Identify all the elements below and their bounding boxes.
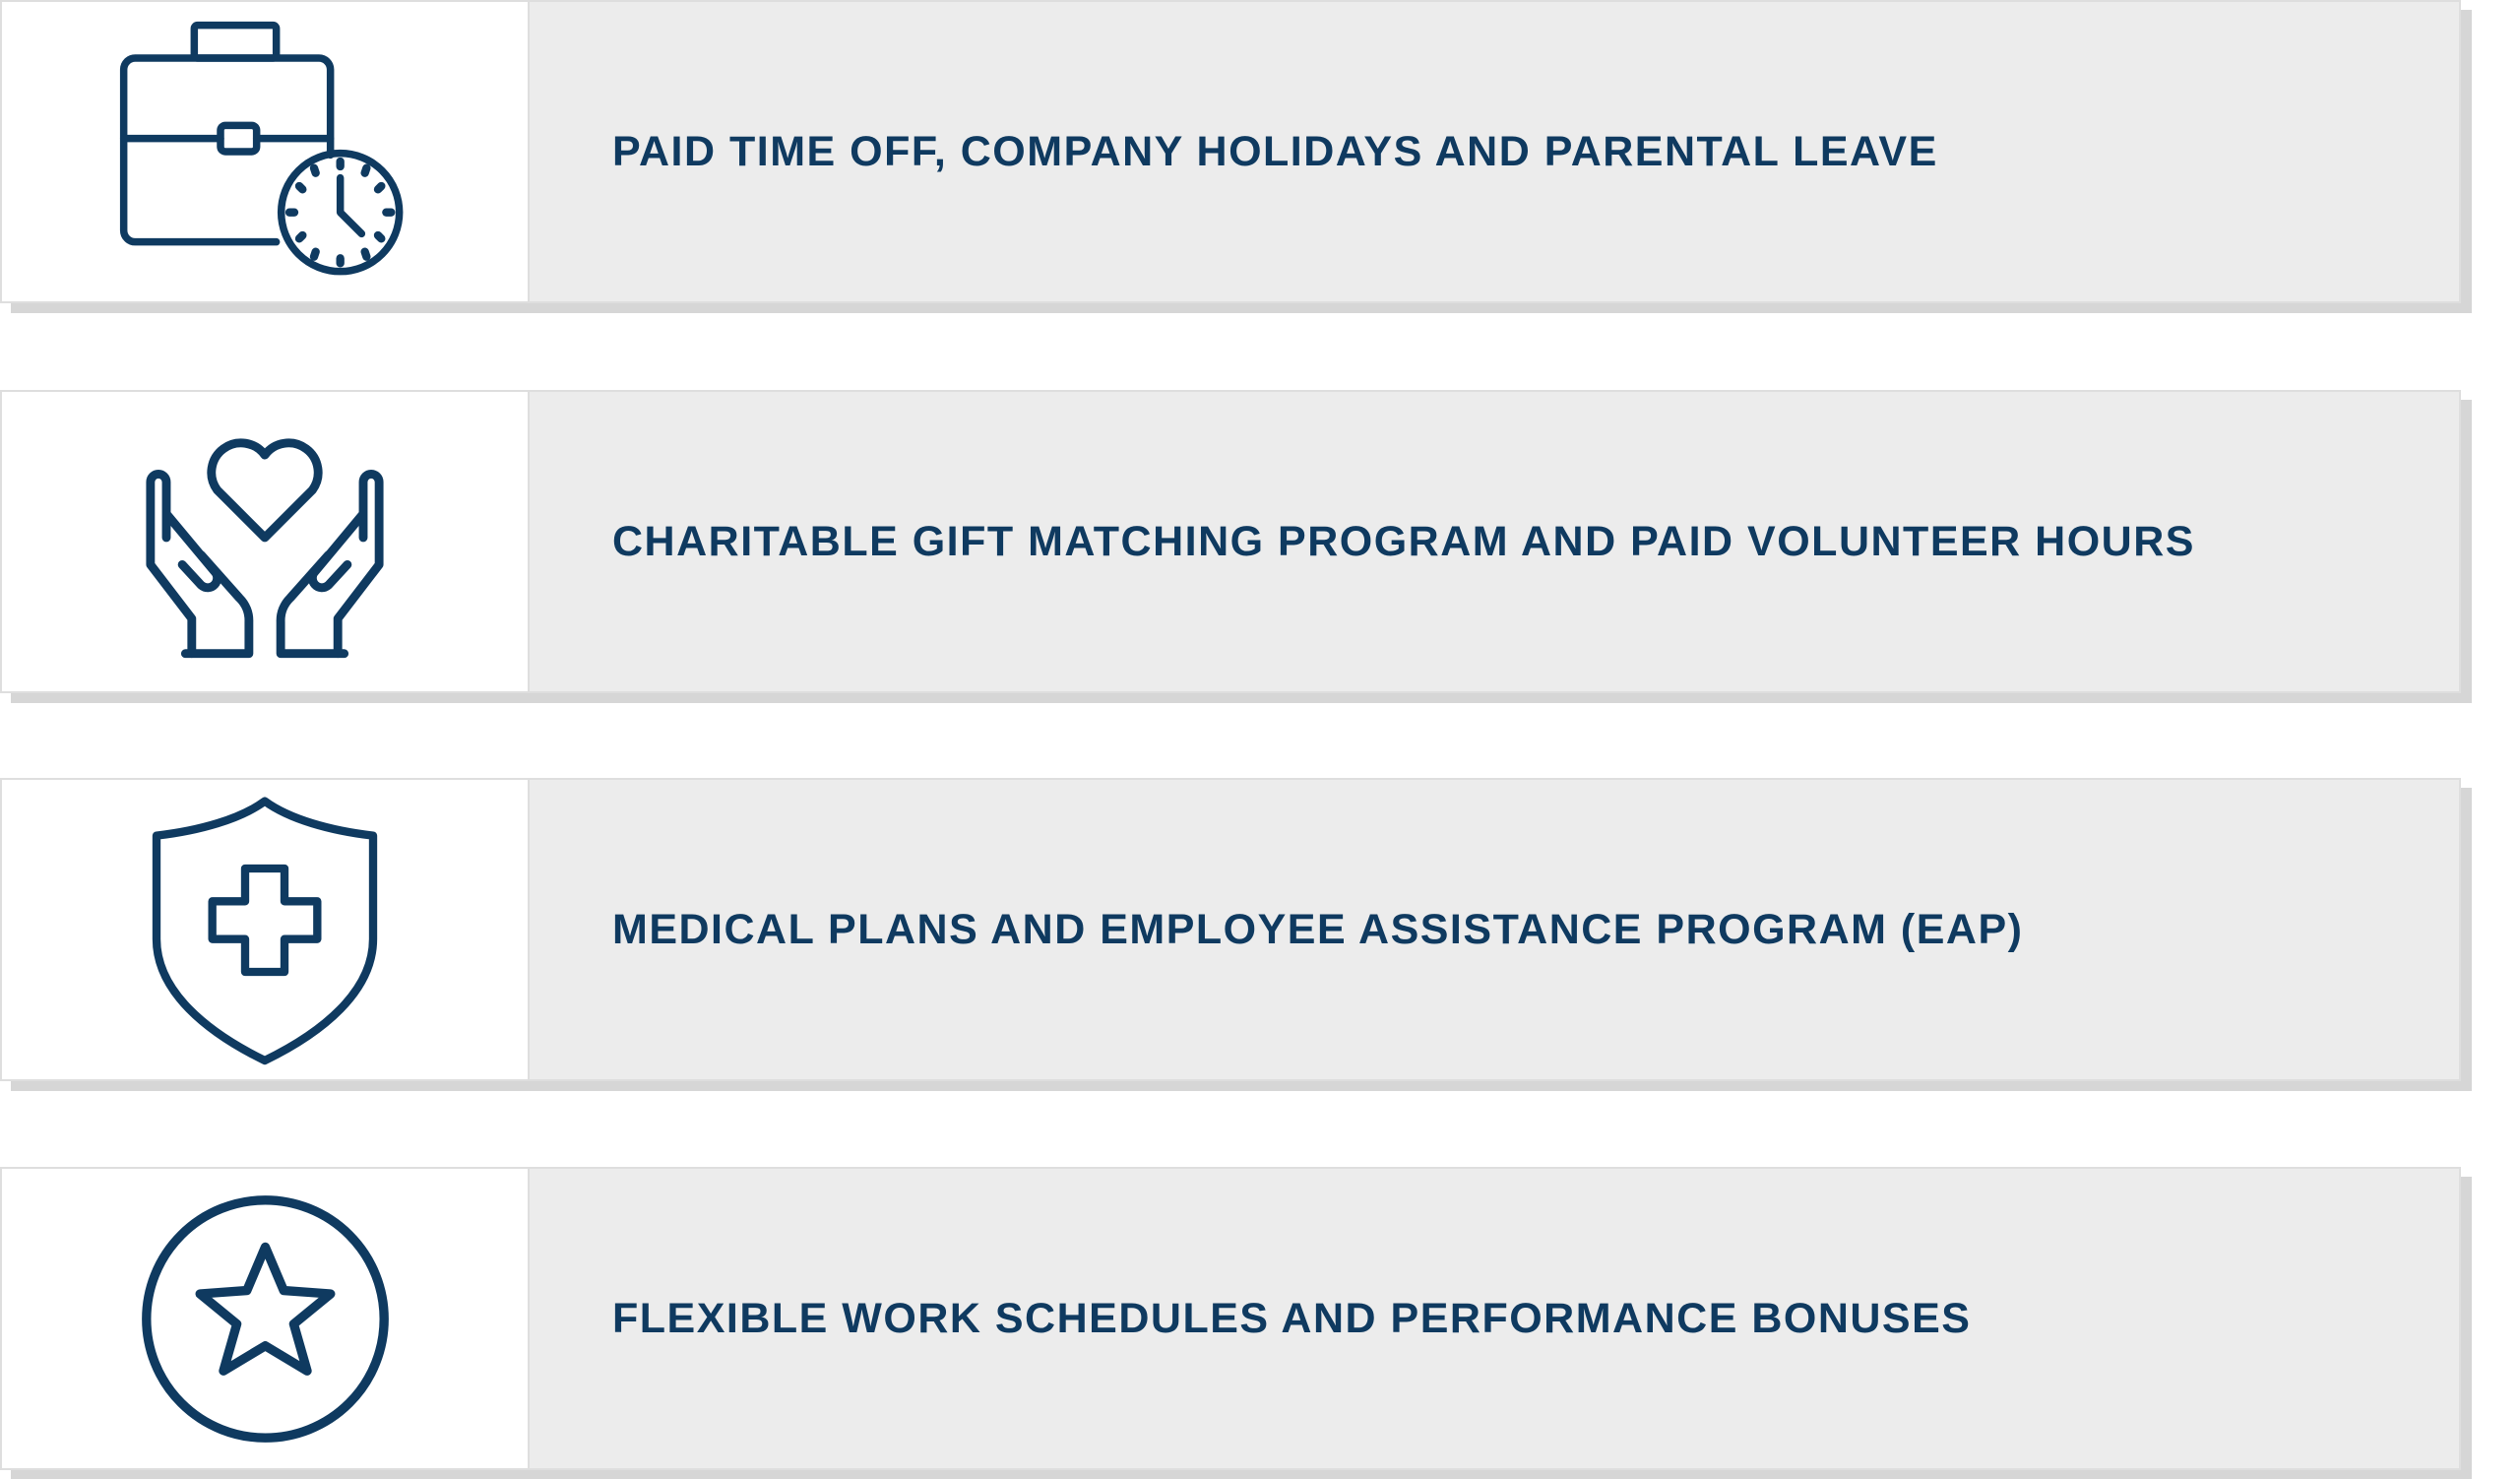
benefit-label: MEDICAL PLANS AND EMPLOYEE ASSISTANCE PR… xyxy=(612,905,2024,953)
benefit-label: CHARITABLE GIFT MATCHING PROGRAM AND PAI… xyxy=(612,517,2195,565)
text-cell: PAID TIME OFF, COMPANY HOLIDAYS AND PARE… xyxy=(530,2,2459,301)
benefit-row: CHARITABLE GIFT MATCHING PROGRAM AND PAI… xyxy=(0,390,2461,693)
benefit-row: FLEXIBLE WORK SCHEDULES AND PERFORMANCE … xyxy=(0,1167,2461,1470)
text-cell: MEDICAL PLANS AND EMPLOYEE ASSISTANCE PR… xyxy=(530,780,2459,1079)
benefit-row: PAID TIME OFF, COMPANY HOLIDAYS AND PARE… xyxy=(0,0,2461,303)
shield-cross-icon xyxy=(152,797,378,1064)
icon-cell xyxy=(2,392,530,691)
icon-cell xyxy=(2,1169,530,1468)
benefit-label: PAID TIME OFF, COMPANY HOLIDAYS AND PARE… xyxy=(612,127,1938,175)
hands-heart-icon xyxy=(146,438,384,659)
icon-cell xyxy=(2,2,530,301)
benefit-label: FLEXIBLE WORK SCHEDULES AND PERFORMANCE … xyxy=(612,1294,1972,1342)
briefcase-clock-icon xyxy=(119,21,404,276)
star-circle-icon xyxy=(141,1194,389,1443)
text-cell: CHARITABLE GIFT MATCHING PROGRAM AND PAI… xyxy=(530,392,2459,691)
icon-cell xyxy=(2,780,530,1079)
benefit-row: MEDICAL PLANS AND EMPLOYEE ASSISTANCE PR… xyxy=(0,778,2461,1081)
text-cell: FLEXIBLE WORK SCHEDULES AND PERFORMANCE … xyxy=(530,1169,2459,1468)
